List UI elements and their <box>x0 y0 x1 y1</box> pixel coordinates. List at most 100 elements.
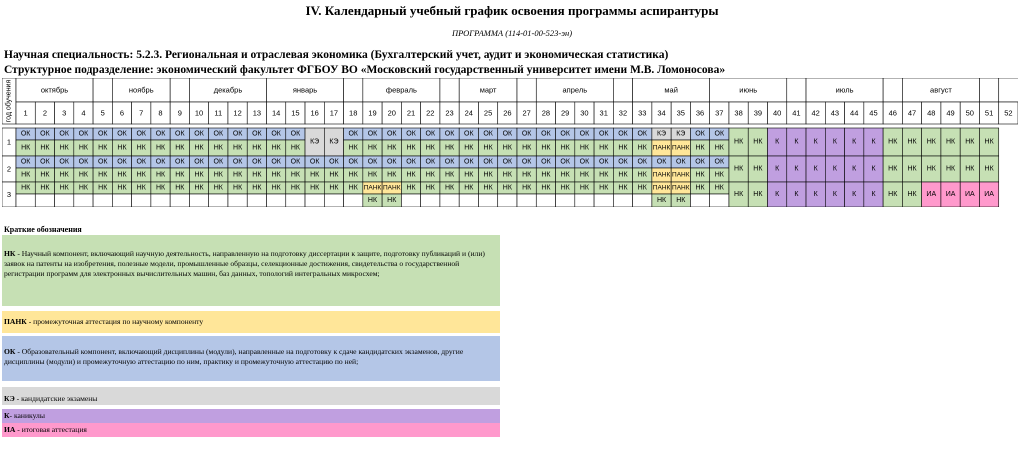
cell-label: НК <box>21 185 31 192</box>
cell-label: К <box>871 139 876 146</box>
cell-label: ОК <box>214 159 224 166</box>
cell-label: ОК <box>560 131 570 138</box>
legend-abbr-ok: ОК <box>4 347 16 356</box>
week-number: 30 <box>580 109 588 118</box>
cell-label: НК <box>40 185 50 192</box>
cell-label: К <box>833 139 838 146</box>
cell-label: НК <box>426 172 436 179</box>
cell-label: К <box>814 139 819 146</box>
cell-label: ОК <box>464 159 474 166</box>
cell-label: НК <box>117 145 127 152</box>
cell-label: ПАНК <box>364 185 382 192</box>
cell-label: НК <box>406 172 416 179</box>
cell-label: К <box>794 166 799 173</box>
grid-cell-bottom <box>246 193 267 207</box>
cell-label: НК <box>638 145 648 152</box>
month-header-cell <box>266 78 344 103</box>
cell-label: ОК <box>40 131 50 138</box>
cell-label: ОК <box>483 159 493 166</box>
week-number: 22 <box>426 109 434 118</box>
legend-text-ia: - итоговая аттестация <box>15 425 87 434</box>
cell-label: КЭ <box>310 139 319 146</box>
cell-label: НК <box>156 185 166 192</box>
grid-cell-bottom <box>34 193 55 207</box>
cell-label: НК <box>618 145 628 152</box>
cell-label: НК <box>503 145 513 152</box>
week-number: 41 <box>792 109 800 118</box>
week-number: 24 <box>465 109 473 118</box>
cell-label: ОК <box>387 131 397 138</box>
grid-cell-tail <box>979 181 1000 207</box>
week-number: 34 <box>657 109 665 118</box>
cell-label: ОК <box>715 159 725 166</box>
week-number: 51 <box>985 109 993 118</box>
month-label: март <box>480 86 497 95</box>
cell-label: ОК <box>117 131 127 138</box>
week-number: 46 <box>889 109 897 118</box>
cell-label: ОК <box>59 131 69 138</box>
cell-label: КЭ <box>676 131 685 138</box>
week-number: 14 <box>272 109 280 118</box>
cell-label: ОК <box>156 131 166 138</box>
grid-cell-bottom <box>54 193 75 207</box>
week-number: 45 <box>869 109 877 118</box>
week-number: 12 <box>233 109 241 118</box>
month-label: октябрь <box>41 86 68 95</box>
grid-cell-bottom <box>593 193 614 207</box>
cell-label: НК <box>117 172 127 179</box>
cell-label: НК <box>79 185 89 192</box>
cell-label: ОК <box>348 131 358 138</box>
cell-label: ОК <box>503 159 513 166</box>
cell-label: ИА <box>965 191 975 198</box>
week-number: 39 <box>754 109 762 118</box>
week-number: 49 <box>946 109 954 118</box>
cell-label: ОК <box>618 131 628 138</box>
cell-label: НК <box>233 145 243 152</box>
cell-label: К <box>775 191 780 198</box>
cell-label: ОК <box>310 159 320 166</box>
cell-label: НК <box>137 185 147 192</box>
week-number: 20 <box>388 109 396 118</box>
cell-label: ПАНК <box>653 145 671 152</box>
cell-label: НК <box>695 172 705 179</box>
cell-label: НК <box>406 145 416 152</box>
cell-label: НК <box>464 145 474 152</box>
week-number: 33 <box>638 109 646 118</box>
cell-label: ИА <box>984 191 994 198</box>
cell-label: НК <box>715 145 725 152</box>
week-number: 50 <box>966 109 974 118</box>
week-number: 1 <box>24 109 28 118</box>
cell-label: НК <box>272 185 282 192</box>
cell-label: ОК <box>136 131 146 138</box>
cell-label: ОК <box>695 131 705 138</box>
cell-label: НК <box>715 172 725 179</box>
cell-label: НК <box>464 185 474 192</box>
week-number: 23 <box>445 109 453 118</box>
month-header-cell <box>439 78 460 103</box>
cell-label: НК <box>368 197 378 204</box>
cell-label: ОК <box>271 159 281 166</box>
cell-label: НК <box>907 166 917 173</box>
cell-label: НК <box>272 145 282 152</box>
cell-label: К <box>775 139 780 146</box>
cell-label: НК <box>695 185 705 192</box>
cell-label: НК <box>561 145 571 152</box>
cell-label: НК <box>580 145 590 152</box>
cell-label: НК <box>137 172 147 179</box>
cell-label: НК <box>60 185 70 192</box>
cell-label: НК <box>137 145 147 152</box>
cell-label: НК <box>888 191 898 198</box>
legend-abbr-nk: НК <box>4 249 16 258</box>
grid-cell-bottom <box>613 193 633 207</box>
cell-label: НК <box>927 166 937 173</box>
week-number: 25 <box>484 109 492 118</box>
cell-label: НК <box>618 172 628 179</box>
cell-label: К <box>852 166 857 173</box>
cell-label: ОК <box>445 159 455 166</box>
cell-label: ОК <box>580 131 590 138</box>
month-label: июнь <box>739 86 757 95</box>
month-header-cell <box>632 78 710 103</box>
cell-label: НК <box>40 172 50 179</box>
grid-cell-bottom <box>343 193 364 207</box>
cell-label: ОК <box>175 159 185 166</box>
